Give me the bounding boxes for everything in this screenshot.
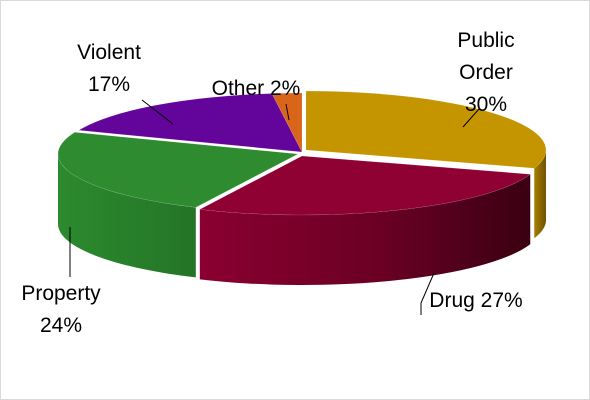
leader-line-drug (420, 272, 435, 315)
leader-line-other (285, 103, 290, 121)
pie-slice-drug (198, 155, 531, 216)
pie-slice-public-order (305, 90, 547, 169)
data-label-public-order: Public Order 30% (457, 29, 514, 116)
data-label-other: Other 2% (212, 77, 301, 100)
pie-side-property (58, 154, 196, 278)
data-label-property: Property 24% (21, 282, 101, 337)
pie-side-public-order (534, 150, 546, 239)
data-label-drug: Drug 27% (429, 289, 522, 312)
pie-side-drug (199, 174, 531, 285)
pie-slice-other (271, 92, 303, 153)
leader-line-violent (141, 99, 174, 125)
data-label-violent: Violent 17% (77, 41, 141, 96)
pie-slice-property (57, 132, 299, 208)
leader-line-public-order (462, 108, 480, 128)
pie-slice-violent (78, 93, 303, 153)
